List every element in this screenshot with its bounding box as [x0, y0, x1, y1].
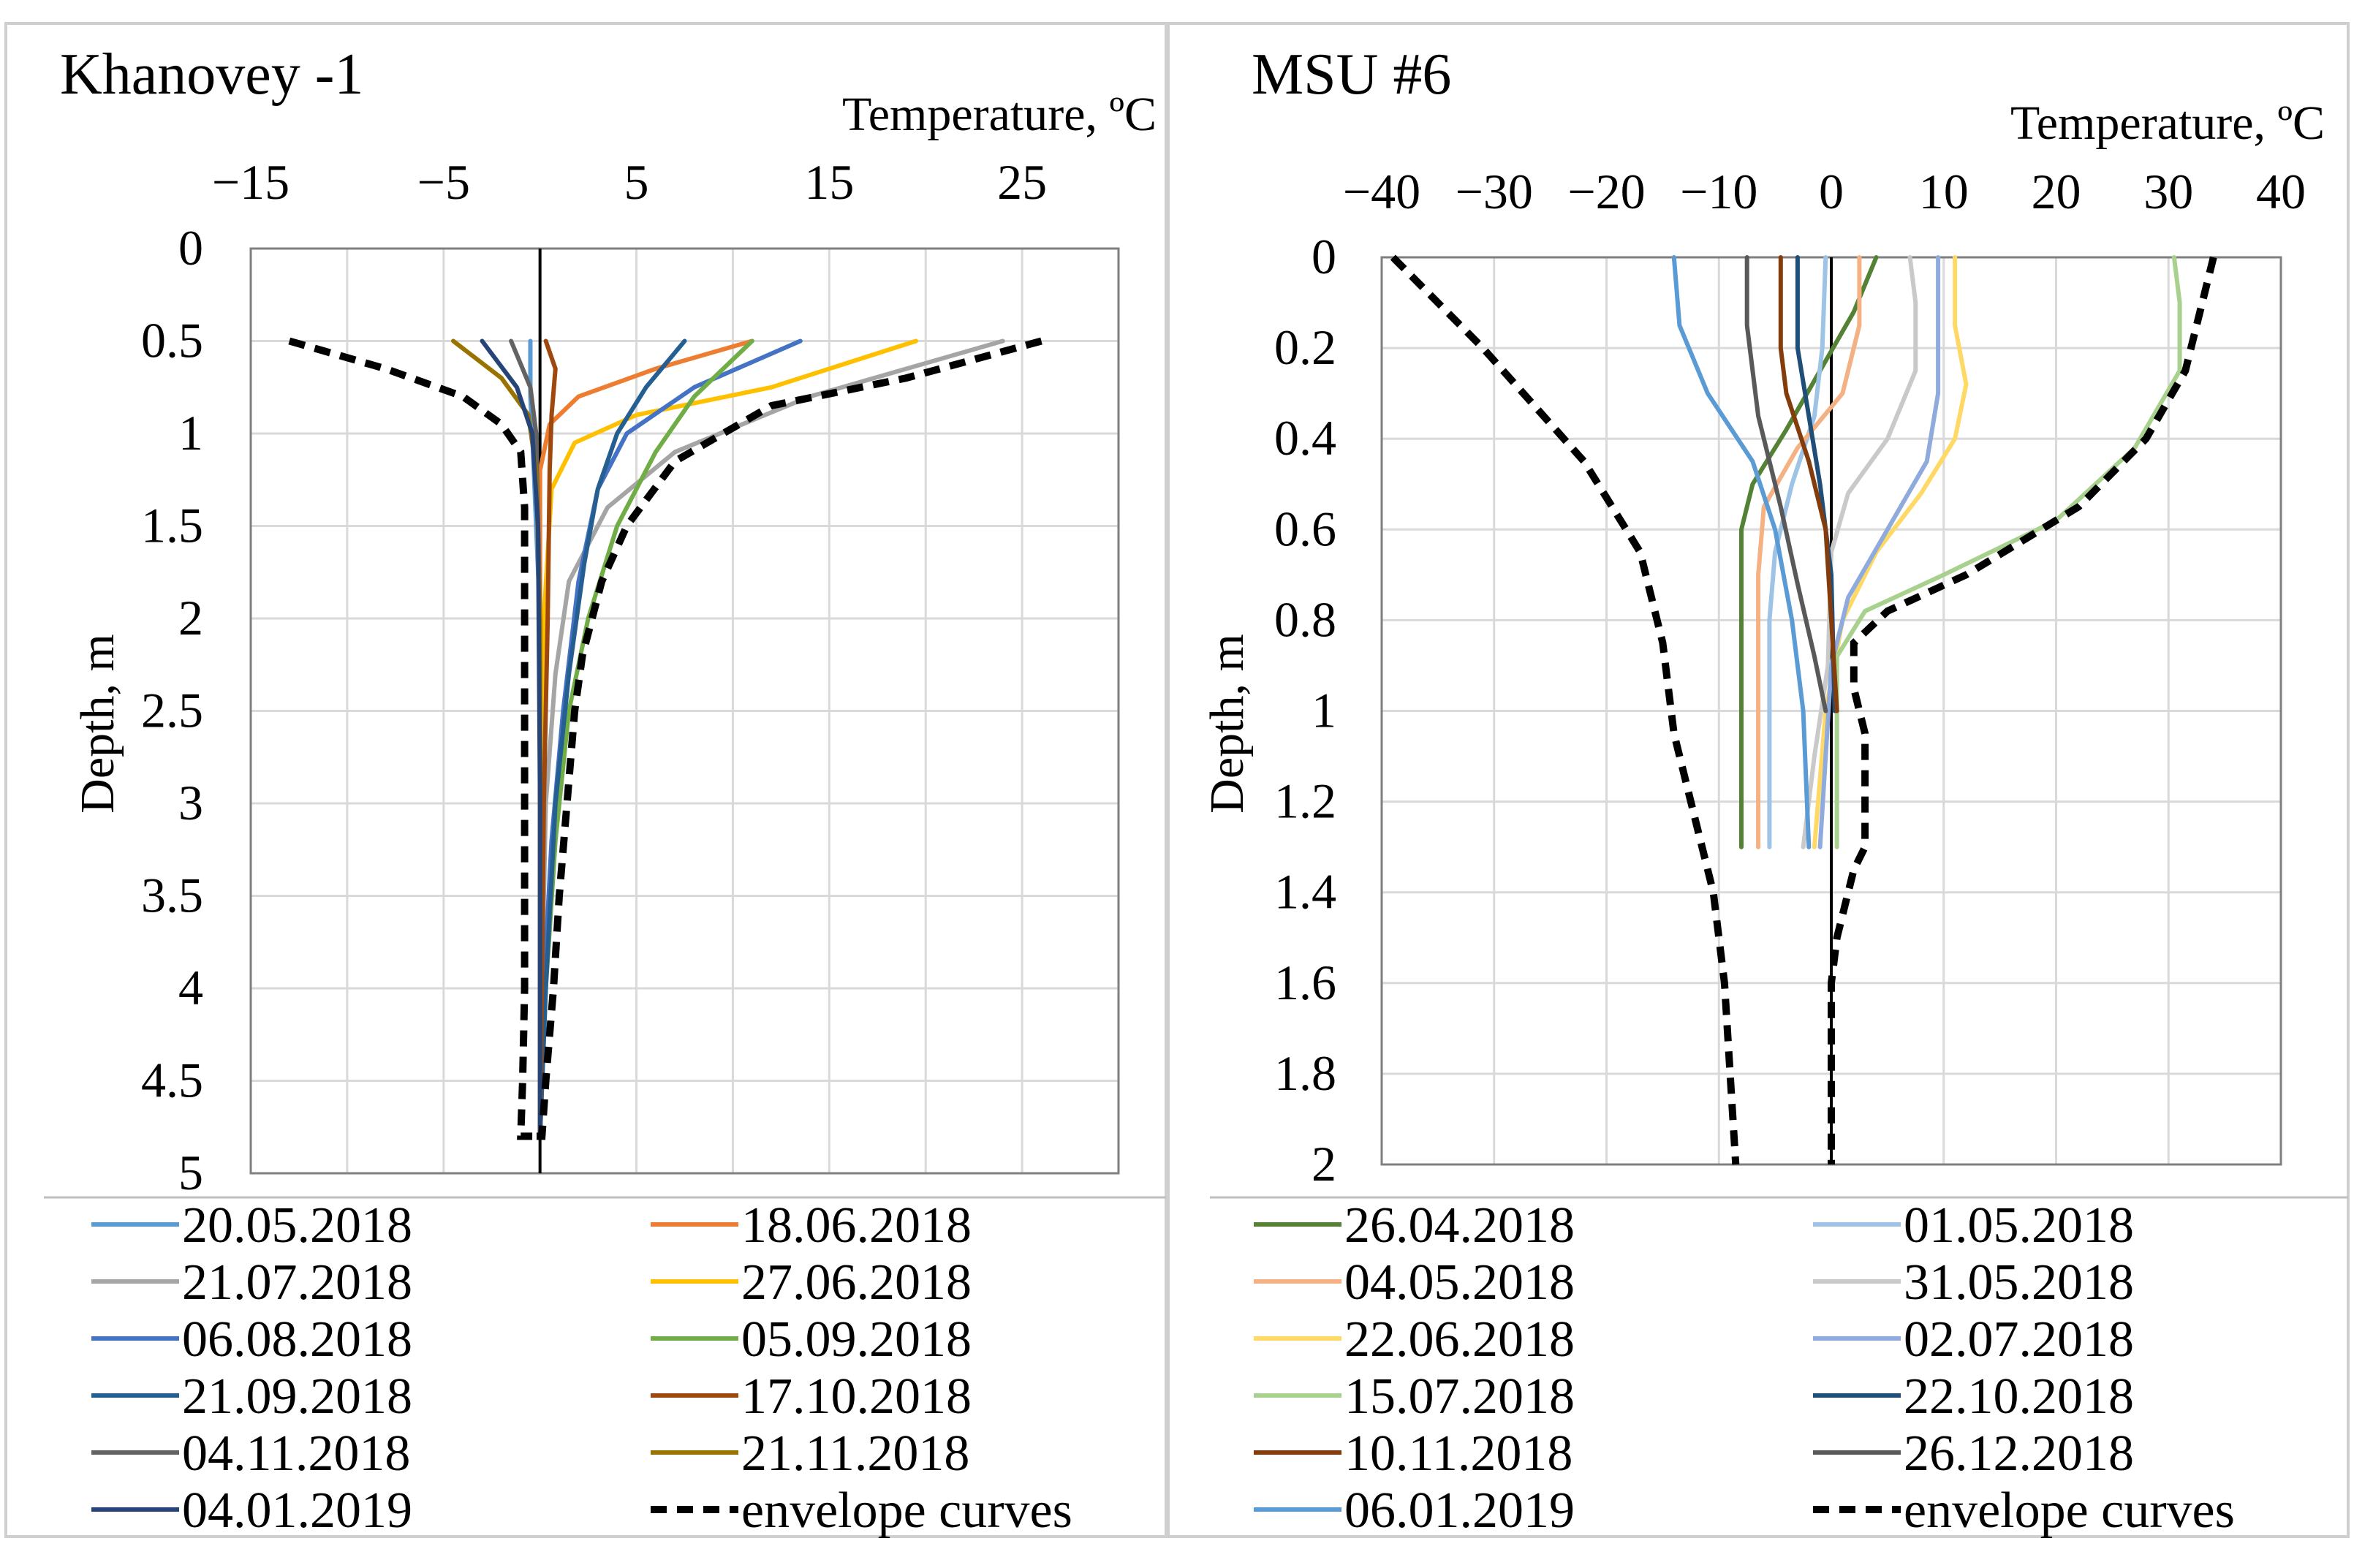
left-y-tick-label: 4.5: [141, 1053, 203, 1108]
left-envelope-curve: [532, 337, 1042, 1140]
right-legend-label: 10.11.2018: [1344, 1425, 1573, 1482]
left-y-tick-label: 0.5: [141, 313, 203, 368]
right-legend: 26.04.2018 01.05.2018 04.05.2018 31.05.2018…: [1254, 1197, 2235, 1539]
left-x-tick-label: 25: [997, 154, 1047, 210]
right-chart: −40 −30 −20 −10 0 10 20 30 40 0 0.2 0.4 0.6 0.8 1 1.2 1.…: [1274, 164, 2306, 1192]
left-legend-label: 27.06.2018: [741, 1254, 972, 1311]
right-x-tick-label: 40: [2256, 164, 2306, 219]
right-legend-label: 22.06.2018: [1344, 1311, 1575, 1368]
right-series-10.11.2018: [1778, 255, 1839, 713]
right-legend-label: envelope curves: [1904, 1482, 2235, 1539]
left-y-tick-label: 1.5: [141, 498, 203, 553]
left-x-tick-label: 15: [804, 154, 854, 210]
right-legend-label: 22.10.2018: [1904, 1368, 2134, 1425]
right-legend-label: 15.07.2018: [1344, 1368, 1575, 1425]
right-series-06.01.2019: [1671, 255, 1812, 849]
left-panel-frame: [4, 22, 1167, 1538]
left-y-axis-label: Depth, m: [71, 634, 124, 814]
left-legend-label: 21.09.2018: [182, 1368, 412, 1425]
left-x-axis-label: Temperature, ºC: [842, 88, 1157, 141]
right-y-tick-label: 1.4: [1274, 864, 1336, 920]
right-y-tick-label: 0: [1312, 229, 1336, 284]
right-legend-label: 04.05.2018: [1344, 1254, 1575, 1311]
left-chart-title: Khanovey -1: [60, 42, 363, 107]
right-legend-label: 02.07.2018: [1904, 1311, 2134, 1368]
left-y-tick-label: 5: [178, 1145, 203, 1200]
left-series-04.01.2019: [480, 338, 542, 1139]
right-y-tick-label: 0.8: [1274, 591, 1336, 647]
right-x-tick-label: 0: [1819, 164, 1844, 219]
left-x-tick-label: −5: [417, 154, 470, 210]
right-x-tick-label: −40: [1343, 164, 1420, 219]
left-y-tick-label: 4: [178, 960, 203, 1015]
left-legend-label: 17.10.2018: [741, 1368, 972, 1425]
right-y-tick-label: 0.6: [1274, 501, 1336, 556]
left-y-tick-label: 3.5: [141, 868, 203, 923]
left-legend-label: 21.11.2018: [741, 1425, 969, 1482]
left-legend-label: 05.09.2018: [741, 1311, 972, 1368]
left-series-21.09.2018: [537, 338, 687, 1139]
left-legend-label: 04.11.2018: [182, 1425, 410, 1482]
right-x-axis-label: Temperature, ºC: [2010, 96, 2325, 150]
right-series-31.05.2018: [1801, 255, 1918, 849]
right-y-tick-label: 2: [1312, 1136, 1336, 1192]
right-panel-frame: [1167, 22, 2350, 1538]
right-y-tick-label: 1.2: [1274, 773, 1336, 829]
right-y-tick-label: 0.2: [1274, 319, 1336, 375]
right-x-tick-label: 10: [1919, 164, 1969, 219]
right-legend-label: 06.01.2019: [1344, 1482, 1575, 1539]
left-envelope-curve: [288, 337, 533, 1140]
right-y-axis-label: Depth, m: [1200, 634, 1254, 814]
right-series-02.07.2018: [1817, 255, 1941, 849]
left-y-tick-label: 3: [178, 775, 203, 830]
right-x-tick-label: −20: [1567, 164, 1645, 219]
left-x-tick-label: 5: [624, 154, 649, 210]
right-x-tick-label: 30: [2143, 164, 2193, 219]
right-envelope-curve: [1828, 256, 2217, 1164]
right-series-26.12.2018: [1744, 255, 1828, 713]
right-series-04.05.2018: [1756, 255, 1862, 849]
right-series-26.04.2018: [1739, 255, 1879, 849]
left-legend-label: 20.05.2018: [182, 1197, 412, 1254]
left-legend-label: envelope curves: [741, 1482, 1072, 1539]
right-y-tick-label: 1.8: [1274, 1045, 1336, 1101]
left-legend-label: 21.07.2018: [182, 1254, 412, 1311]
right-x-tick-label: −10: [1680, 164, 1757, 219]
left-x-tick-label: −15: [212, 154, 289, 210]
left-plot-area: [249, 247, 1120, 1175]
right-x-tick-label: −30: [1456, 164, 1533, 219]
left-y-tick-label: 2.5: [141, 683, 203, 738]
left-legend-label: 06.08.2018: [182, 1311, 412, 1368]
right-legend-label: 31.05.2018: [1904, 1254, 2134, 1311]
left-chart: −15 −5 5 15 25 0 0.5 1 1.5 2 2.5 3 3.5 4 4.5 5: [141, 154, 1120, 1200]
right-y-tick-label: 1: [1312, 683, 1336, 738]
left-series-06.08.2018: [537, 338, 803, 1139]
right-y-tick-label: 0.4: [1274, 410, 1336, 466]
left-y-tick-label: 0: [178, 220, 203, 276]
left-legend-label: 18.06.2018: [741, 1197, 972, 1254]
right-envelope-curve: [1390, 254, 1740, 1165]
right-y-tick-label: 1.6: [1274, 955, 1336, 1010]
left-legend-label: 04.01.2019: [182, 1482, 412, 1539]
left-series-17.10.2018: [537, 338, 558, 1139]
left-series-27.06.2018: [537, 338, 918, 1139]
left-y-tick-label: 2: [178, 590, 203, 645]
right-legend-label: 26.12.2018: [1904, 1425, 2134, 1482]
left-y-tick-label: 1: [178, 405, 203, 461]
right-legend-label: 01.05.2018: [1904, 1197, 2134, 1254]
right-legend-label: 26.04.2018: [1344, 1197, 1575, 1254]
right-chart-title: MSU #6: [1252, 42, 1451, 107]
right-x-tick-label: 20: [2032, 164, 2081, 219]
left-legend: 20.05.2018 18.06.2018 21.07.2018 27.06.2018…: [91, 1197, 1072, 1539]
